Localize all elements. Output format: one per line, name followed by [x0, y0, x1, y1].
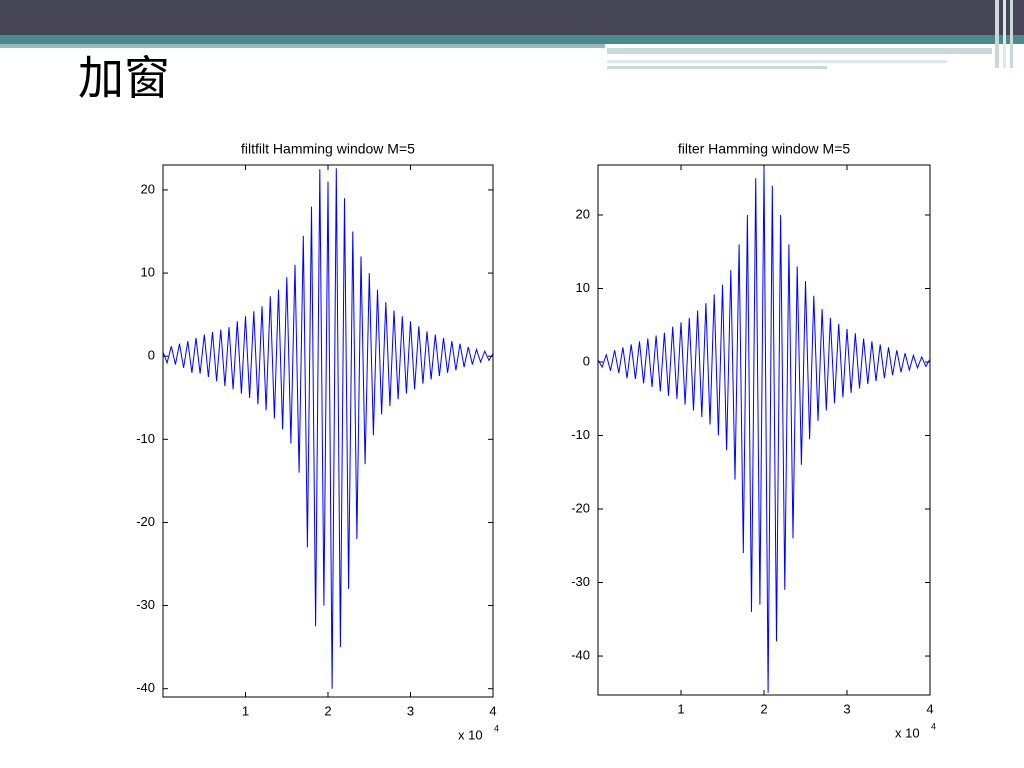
y-tick-label: 0: [583, 353, 590, 368]
y-tick-label: -10: [136, 431, 155, 446]
x-tick-label: 4: [926, 701, 933, 716]
header-stripe: [607, 66, 827, 69]
header-stripe: [607, 60, 947, 63]
header-stripe: [0, 44, 605, 48]
header-stripe: [995, 0, 999, 68]
plot-area: [597, 164, 931, 696]
x-tick-label: 1: [677, 701, 684, 716]
plot-area: [162, 164, 494, 698]
signal-line: [162, 168, 494, 689]
y-tick-label: 20: [576, 206, 590, 221]
x-tick-label: 2: [324, 703, 331, 718]
header-stripe: [1010, 0, 1013, 68]
y-tick-label: -40: [571, 647, 590, 662]
y-tick-label: -30: [136, 597, 155, 612]
y-tick-label: 10: [141, 265, 155, 280]
x-multiplier: x 10: [458, 727, 483, 742]
y-tick-label: 0: [148, 348, 155, 363]
y-tick-label: -20: [136, 514, 155, 529]
signal-line: [597, 167, 931, 693]
x-tick-label: 4: [489, 703, 496, 718]
header-stripe: [1003, 0, 1006, 68]
chart-title: filtfilt Hamming window M=5: [241, 141, 415, 157]
x-multiplier-exponent: 4: [931, 721, 936, 731]
x-tick-label: 1: [242, 703, 249, 718]
header-bar: [0, 0, 1024, 35]
chart-title: filter Hamming window M=5: [678, 141, 851, 157]
y-tick-label: -40: [136, 680, 155, 695]
y-tick-label: 10: [576, 280, 590, 295]
x-multiplier-exponent: 4: [494, 723, 499, 733]
slide-title: 加窗: [78, 52, 170, 104]
header-stripe: [607, 48, 992, 54]
x-tick-label: 3: [407, 703, 414, 718]
x-tick-label: 3: [843, 701, 850, 716]
header-accent: [0, 35, 1024, 44]
x-tick-label: 2: [760, 701, 767, 716]
y-tick-label: -20: [571, 500, 590, 515]
y-tick-label: -30: [571, 574, 590, 589]
y-tick-label: -10: [571, 427, 590, 442]
x-multiplier: x 10: [895, 725, 920, 740]
y-tick-label: 20: [141, 181, 155, 196]
